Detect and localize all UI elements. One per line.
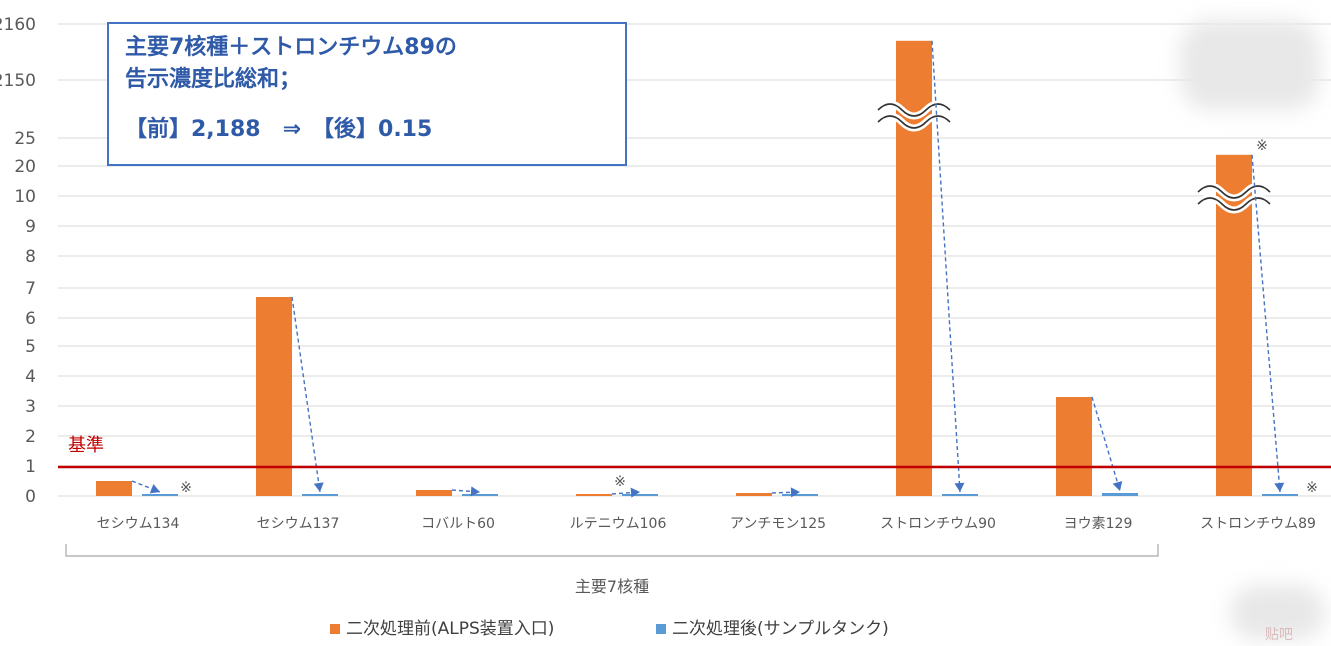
arrow-line [291, 296, 321, 493]
arrow-head [790, 487, 800, 498]
y-tick-label: 10 [14, 187, 36, 207]
axis-break-line [877, 115, 951, 129]
axis-break-line [1197, 197, 1271, 211]
legend-swatch-after [656, 624, 666, 634]
bar-before-4 [576, 494, 612, 496]
bar-before-5 [736, 493, 772, 496]
bar-after-8 [1262, 494, 1298, 496]
y-tick-label: 2150 [0, 71, 36, 91]
bar-after-5 [782, 494, 818, 496]
watermark: 贴吧 [1265, 627, 1293, 643]
category-label: ルテニウム106 [570, 516, 667, 532]
arrow-head [630, 487, 640, 498]
y-tick-label: 4 [25, 367, 36, 387]
category-label: セシウム134 [97, 516, 180, 532]
bar-before-1 [96, 481, 132, 496]
category-label: コバルト60 [421, 516, 495, 532]
annotation-line1: 主要7核種＋ストロンチウム89の [125, 35, 457, 60]
y-tick-label: 9 [25, 217, 36, 237]
reference-line: 基準 [58, 435, 1331, 469]
annotation-box: 主要7核種＋ストロンチウム89の 告示濃度比総和； 【前】2,188 ⇒ 【後】… [107, 22, 627, 166]
asterisk-note: ※ [1256, 138, 1268, 154]
category-label: セシウム137 [257, 516, 340, 532]
y-tick-label: 6 [25, 309, 36, 329]
arrow-head [470, 486, 480, 497]
bar-after-3 [462, 494, 498, 496]
legend: 二次処理前(ALPS装置入口) 二次処理後(サンプルタンク) [330, 619, 889, 639]
arrow-line [1251, 154, 1281, 493]
asterisk-note: ※ [614, 474, 626, 490]
asterisk-note: ※ [180, 480, 192, 496]
arrow-head [954, 482, 965, 492]
bar-after-4 [622, 494, 658, 496]
y-tick-label: 1 [25, 457, 36, 477]
y-tick-label: 2160 [0, 15, 36, 35]
category-label: ヨウ素129 [1064, 516, 1133, 532]
arrow-head [313, 482, 324, 492]
x-axis-categories: セシウム134 セシウム137 コバルト60 ルテニウム106 アンチモン125 ストロン… [97, 516, 1316, 532]
y-tick-label: 20 [14, 157, 36, 177]
y-tick-label: 0 [25, 487, 36, 507]
bar-after-6 [942, 494, 978, 496]
reference-line-label: 基準 [68, 435, 104, 456]
axis-break-line [1197, 185, 1271, 199]
arrow-line [1091, 396, 1121, 492]
category-label: アンチモン125 [730, 516, 826, 532]
bar-before-2 [256, 297, 292, 496]
bar-before-7 [1056, 397, 1092, 496]
bar-before-3 [416, 490, 452, 496]
blurred-corner-top [1180, 20, 1320, 110]
arrow-line [931, 40, 961, 493]
group-bracket: 主要7核種 [65, 544, 1159, 596]
group-bracket-line [65, 544, 1159, 557]
arrow-head [149, 484, 160, 494]
bars [96, 40, 1298, 497]
category-label: ストロンチウム90 [880, 516, 996, 532]
category-label: ストロンチウム89 [1200, 516, 1316, 532]
group-label: 主要7核種 [575, 577, 649, 596]
annotation-line2: 告示濃度比総和； [125, 67, 302, 92]
y-tick-label: 7 [25, 279, 36, 299]
y-tick-label: 2 [25, 427, 36, 447]
legend-swatch-before [330, 624, 340, 634]
arrow-head [1112, 480, 1123, 491]
y-tick-label: 5 [25, 337, 36, 357]
y-axis-ticks: 0 1 2 3 4 5 6 7 8 9 10 20 25 2150 2160 [0, 15, 36, 507]
annotation-line3: 【前】2,188 ⇒ 【後】0.15 [125, 117, 433, 142]
legend-label-after: 二次処理後(サンプルタンク) [672, 619, 889, 639]
arrow-line [131, 480, 161, 493]
asterisk-note: ※ [1306, 480, 1318, 496]
blurred-corner-bottom [1230, 585, 1325, 640]
arrow-head [1274, 482, 1285, 492]
arrows: ※ ※ ※ ※ [131, 40, 1318, 498]
bar-after-7 [1102, 493, 1138, 496]
bar-after-2 [302, 494, 338, 496]
y-tick-label: 8 [25, 247, 36, 267]
y-tick-label: 3 [25, 397, 36, 417]
axis-break-line [877, 103, 951, 117]
y-tick-label: 25 [14, 129, 36, 149]
legend-label-before: 二次処理前(ALPS装置入口) [346, 619, 554, 639]
bar-after-1 [142, 494, 178, 496]
